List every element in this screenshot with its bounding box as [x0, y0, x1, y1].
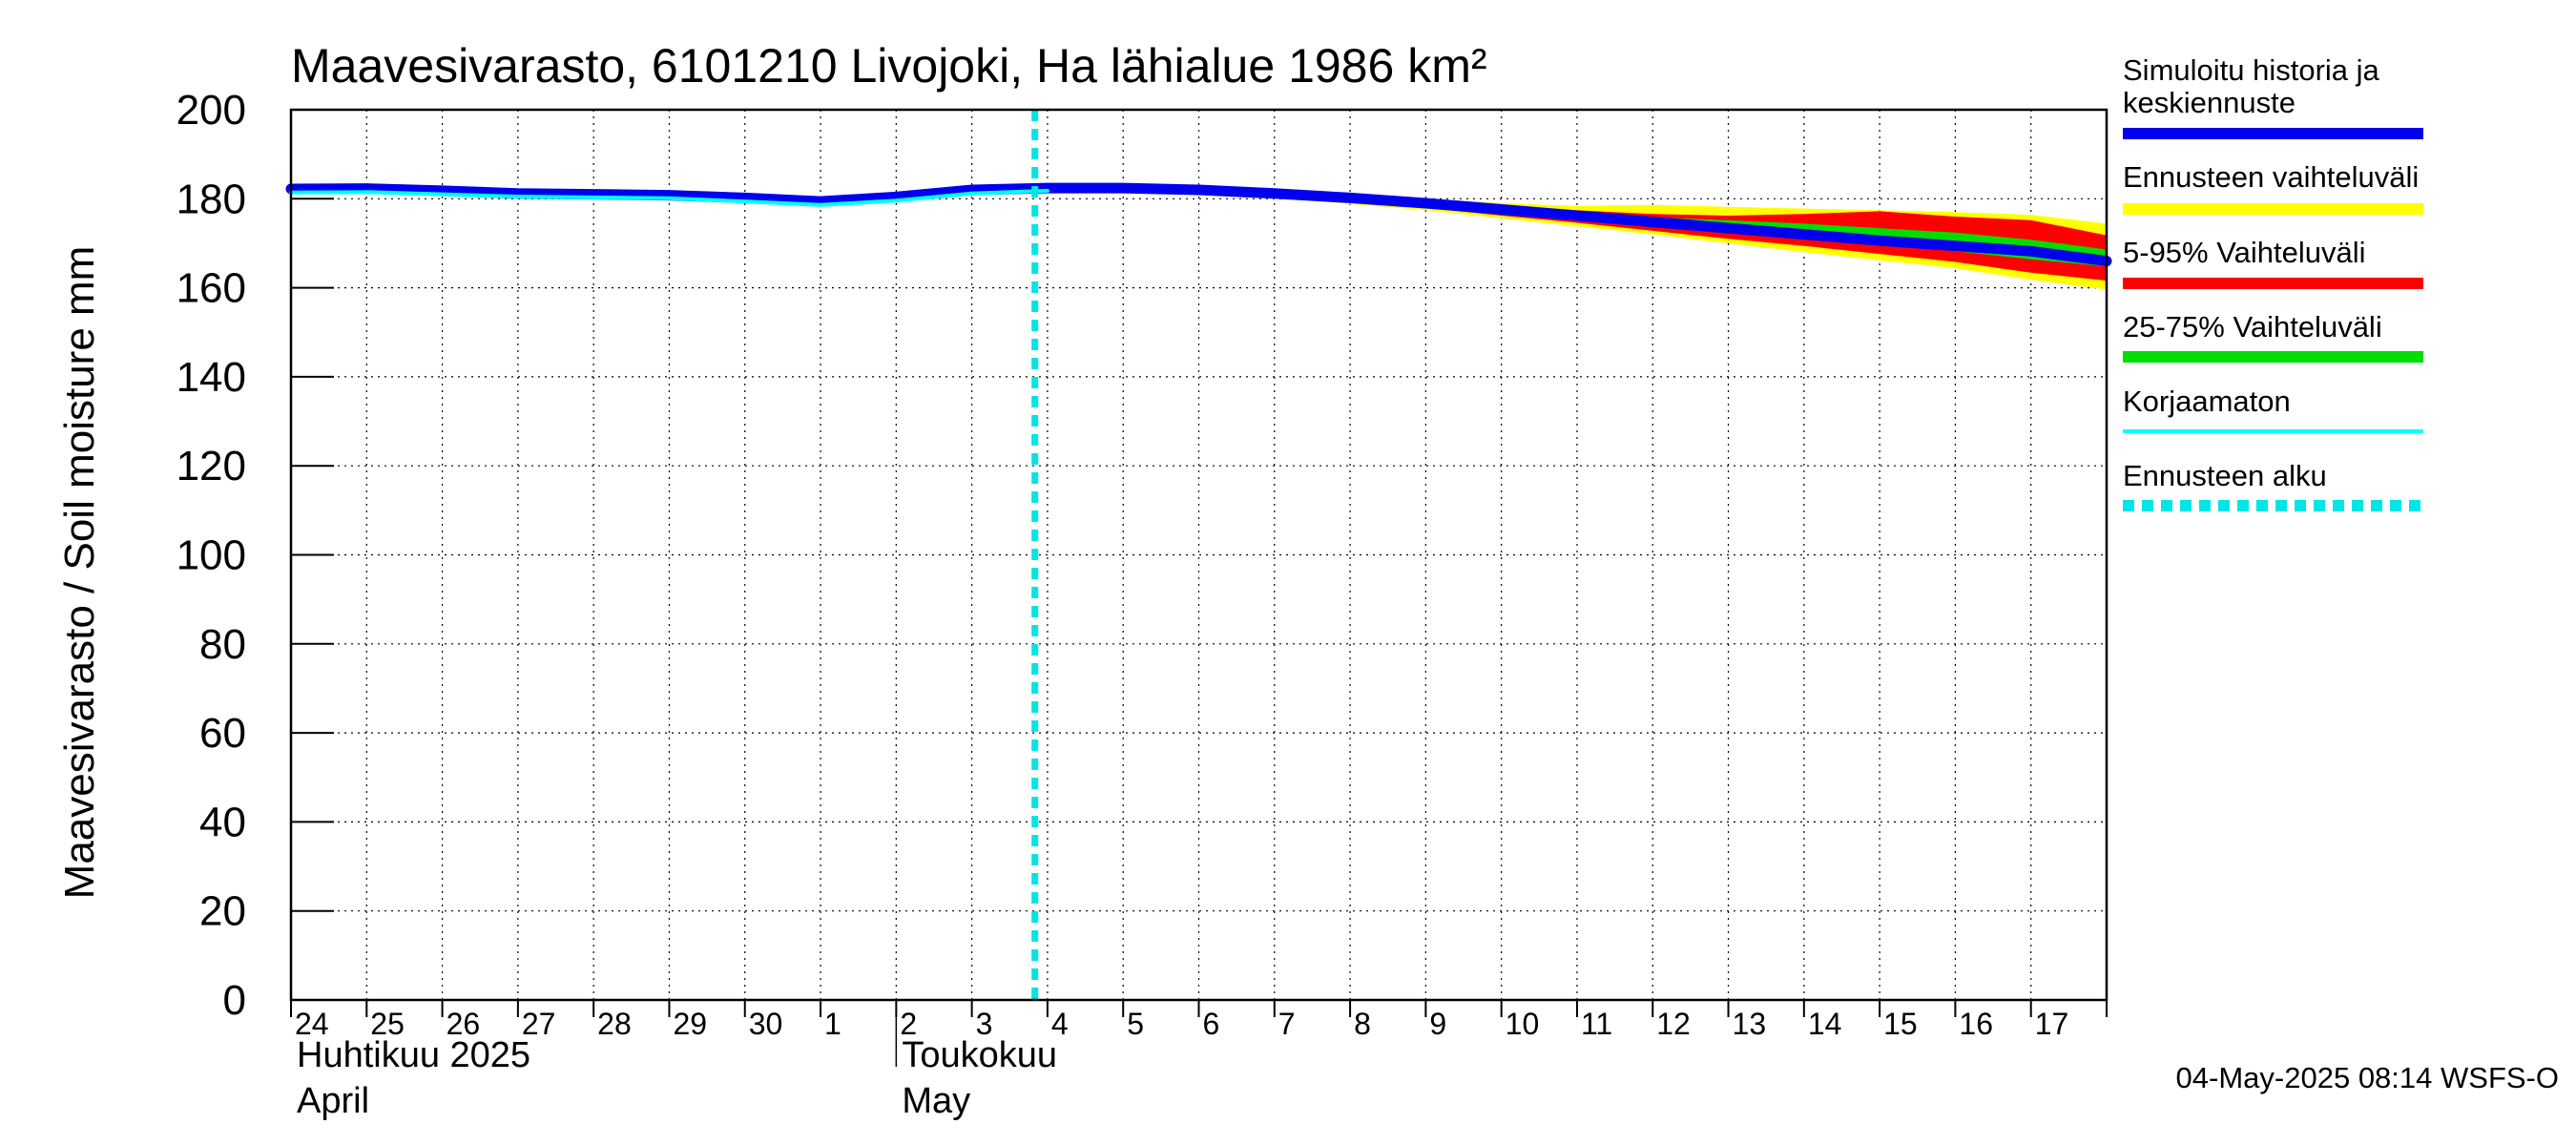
- y-axis-label: Maavesivarasto / Soil moisture mm: [56, 246, 103, 900]
- x-tick-label: 14: [1808, 1007, 1842, 1041]
- y-tick-label: 80: [199, 621, 246, 668]
- legend-label: 25-75% Vaihteluväli: [2123, 310, 2382, 344]
- month-label: Huhtikuu 2025: [297, 1035, 530, 1075]
- x-tick-label: 29: [673, 1007, 707, 1041]
- x-tick-label: 3: [976, 1007, 993, 1041]
- chart-title: Maavesivarasto, 6101210 Livojoki, Ha läh…: [291, 39, 1487, 93]
- x-tick-label: 30: [749, 1007, 783, 1041]
- y-tick-label: 200: [177, 87, 246, 134]
- x-tick-label: 27: [522, 1007, 556, 1041]
- x-tick-label: 11: [1581, 1007, 1612, 1041]
- timestamp-footer: 04-May-2025 08:14 WSFS-O: [2176, 1061, 2559, 1094]
- month-label-en: May: [902, 1081, 970, 1121]
- legend-label: Simuloitu historia ja: [2123, 53, 2380, 87]
- plot-frame: [289, 108, 2109, 1002]
- x-tick-label: 6: [1203, 1007, 1220, 1041]
- y-tick-label: 100: [177, 532, 246, 579]
- x-tick-label: 15: [1883, 1007, 1918, 1041]
- x-tick-label: 17: [2035, 1007, 2069, 1041]
- series-line-uncorrected: [289, 188, 1049, 207]
- x-tick-label: 2: [900, 1007, 917, 1041]
- y-tick-label: 160: [177, 265, 246, 312]
- x-tick-label: 10: [1506, 1007, 1540, 1041]
- x-tick-label: 28: [597, 1007, 632, 1041]
- x-tick-label: 1: [824, 1007, 841, 1041]
- x-tick-label: 8: [1354, 1007, 1371, 1041]
- x-tick-label: 5: [1127, 1007, 1144, 1041]
- y-tick-label: 140: [177, 354, 246, 401]
- x-tick-label: 24: [295, 1007, 329, 1041]
- x-tick-label: 4: [1051, 1007, 1069, 1041]
- y-tick-label: 180: [177, 176, 246, 222]
- y-tick-label: 60: [199, 710, 246, 757]
- legend-label: 5-95% Vaihteluväli: [2123, 236, 2365, 269]
- x-tick-label: 12: [1656, 1007, 1691, 1041]
- x-tick-label: 9: [1429, 1007, 1446, 1041]
- month-label: Toukokuu: [902, 1035, 1057, 1075]
- x-tick-label: 25: [370, 1007, 405, 1041]
- x-tick-label: 26: [447, 1007, 481, 1041]
- month-label-en: April: [297, 1081, 369, 1121]
- y-tick-label: 20: [199, 888, 246, 935]
- legend-label: Korjaamaton: [2123, 385, 2291, 418]
- x-tick-label: 13: [1733, 1007, 1767, 1041]
- series-line-mean: [285, 182, 2112, 267]
- legend-label: Ennusteen alku: [2123, 459, 2327, 492]
- x-tick-label: 7: [1278, 1007, 1296, 1041]
- legend-label: keskiennuste: [2123, 86, 2296, 119]
- y-tick-label: 120: [177, 443, 246, 489]
- y-tick-label: 0: [223, 977, 246, 1024]
- legend-label: Ennusteen vaihteluväli: [2123, 160, 2419, 194]
- x-tick-label: 16: [1959, 1007, 1993, 1041]
- y-tick-label: 40: [199, 799, 246, 845]
